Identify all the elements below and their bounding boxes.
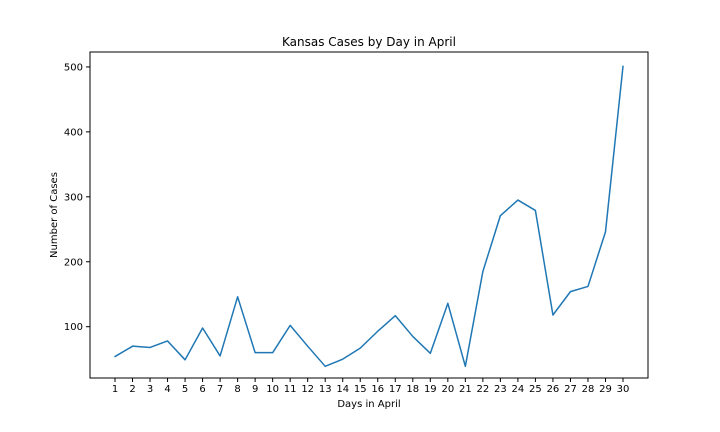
x-tick-label: 19 xyxy=(424,384,437,395)
x-tick-label: 16 xyxy=(371,384,384,395)
x-tick-label: 4 xyxy=(164,384,170,395)
x-tick-label: 15 xyxy=(354,384,367,395)
x-tick-label: 27 xyxy=(564,384,577,395)
x-tick-label: 17 xyxy=(389,384,402,395)
chart-title: Kansas Cases by Day in April xyxy=(282,35,456,49)
x-tick-label: 8 xyxy=(234,384,240,395)
plot-frame xyxy=(89,51,649,379)
x-tick-label: 1 xyxy=(112,384,118,395)
x-tick-label: 22 xyxy=(476,384,489,395)
series-points xyxy=(115,66,623,366)
y-tick-label: 200 xyxy=(64,257,83,268)
y-tick-label: 500 xyxy=(64,62,83,73)
x-tick-label: 6 xyxy=(199,384,205,395)
x-tick-label: 25 xyxy=(529,384,542,395)
x-tick-label: 3 xyxy=(147,384,153,395)
y-tick-label: 300 xyxy=(64,192,83,203)
y-tick-label: 400 xyxy=(64,127,83,138)
x-tick-label: 24 xyxy=(512,384,525,395)
x-tick-label: 12 xyxy=(301,384,314,395)
x-tick-label: 21 xyxy=(459,384,472,395)
x-axis-label: Days in April xyxy=(337,399,400,410)
x-tick-label: 28 xyxy=(582,384,595,395)
x-tick-label: 13 xyxy=(319,384,332,395)
y-axis: 100 200 300 400 500 xyxy=(64,62,90,333)
x-axis: 1 2 3 4 5 6 7 8 9 10 11 12 13 14 15 16 17 18 19 20 21 22 23 24 2… xyxy=(112,378,630,395)
y-axis-label: Number of Cases xyxy=(49,172,60,258)
x-tick-label: 26 xyxy=(547,384,560,395)
y-tick-label: 100 xyxy=(64,322,83,333)
x-tick-label: 11 xyxy=(284,384,297,395)
series-line xyxy=(114,65,624,368)
x-tick-label: 7 xyxy=(217,384,223,395)
x-tick-label: 20 xyxy=(441,384,454,395)
x-tick-label: 23 xyxy=(494,384,507,395)
x-tick-label: 2 xyxy=(129,384,135,395)
x-tick-label: 29 xyxy=(599,384,612,395)
x-tick-label: 9 xyxy=(252,384,258,395)
x-tick-label: 5 xyxy=(182,384,188,395)
x-tick-label: 10 xyxy=(266,384,279,395)
x-tick-label: 30 xyxy=(617,384,630,395)
x-tick-label: 18 xyxy=(406,384,419,395)
x-tick-label: 14 xyxy=(336,384,349,395)
